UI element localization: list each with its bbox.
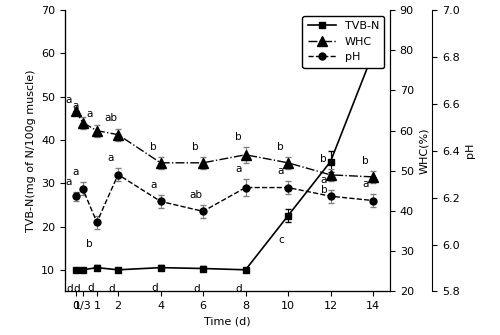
Y-axis label: TVB-N(mg of N/100g muscle): TVB-N(mg of N/100g muscle) [26, 69, 36, 232]
WHC [115, 133, 121, 137]
pH [80, 187, 86, 191]
Text: d: d [108, 284, 115, 294]
Text: d: d [236, 284, 242, 294]
Text: a: a [362, 179, 369, 189]
Text: b: b [278, 142, 284, 151]
pH [94, 220, 100, 224]
Text: a: a [364, 24, 370, 34]
pH [158, 199, 164, 203]
pH [370, 199, 376, 203]
Line: WHC: WHC [71, 106, 378, 182]
pH [115, 173, 121, 177]
TVB-N [285, 214, 291, 218]
pH [72, 194, 78, 198]
WHC [285, 161, 291, 165]
Text: a: a [72, 167, 78, 177]
Y-axis label: WHC(%): WHC(%) [420, 128, 430, 174]
Legend: TVB-N, WHC, pH: TVB-N, WHC, pH [302, 16, 384, 68]
pH [242, 186, 248, 190]
Text: a: a [150, 180, 156, 190]
TVB-N [80, 268, 86, 272]
Text: b: b [150, 142, 156, 151]
Line: TVB-N: TVB-N [72, 50, 376, 273]
TVB-N [72, 268, 78, 272]
Text: a: a [320, 175, 326, 185]
WHC [328, 173, 334, 177]
pH [285, 186, 291, 190]
WHC [200, 161, 206, 165]
Text: b: b [320, 154, 326, 163]
X-axis label: Time (d): Time (d) [204, 317, 251, 327]
TVB-N [370, 51, 376, 55]
Text: d: d [87, 283, 94, 293]
Y-axis label: pH: pH [466, 143, 475, 158]
Text: a: a [72, 102, 78, 111]
Text: a: a [278, 166, 284, 176]
pH [200, 209, 206, 213]
Text: d: d [66, 284, 72, 294]
Text: c: c [279, 235, 284, 245]
TVB-N [242, 268, 248, 272]
Text: a: a [235, 164, 242, 174]
Text: b: b [321, 185, 328, 195]
TVB-N [328, 159, 334, 163]
TVB-N [94, 266, 100, 270]
Text: a: a [65, 177, 71, 187]
Text: b: b [362, 156, 369, 165]
Line: pH: pH [72, 171, 376, 226]
Text: ab: ab [189, 190, 202, 200]
Text: b: b [235, 132, 242, 141]
TVB-N [200, 267, 206, 271]
Text: ab: ab [104, 114, 117, 123]
TVB-N [158, 266, 164, 270]
pH [328, 194, 334, 198]
WHC [158, 161, 164, 165]
WHC [94, 129, 100, 133]
WHC [80, 121, 86, 125]
Text: d: d [151, 283, 158, 293]
Text: a: a [65, 95, 71, 105]
Text: a: a [108, 153, 114, 163]
WHC [72, 109, 78, 113]
Text: a: a [86, 110, 92, 119]
Text: d: d [73, 284, 80, 294]
TVB-N [115, 268, 121, 272]
WHC [242, 153, 248, 157]
WHC [370, 175, 376, 179]
Text: b: b [86, 240, 92, 250]
Text: d: d [194, 284, 200, 294]
Text: b: b [192, 142, 199, 151]
